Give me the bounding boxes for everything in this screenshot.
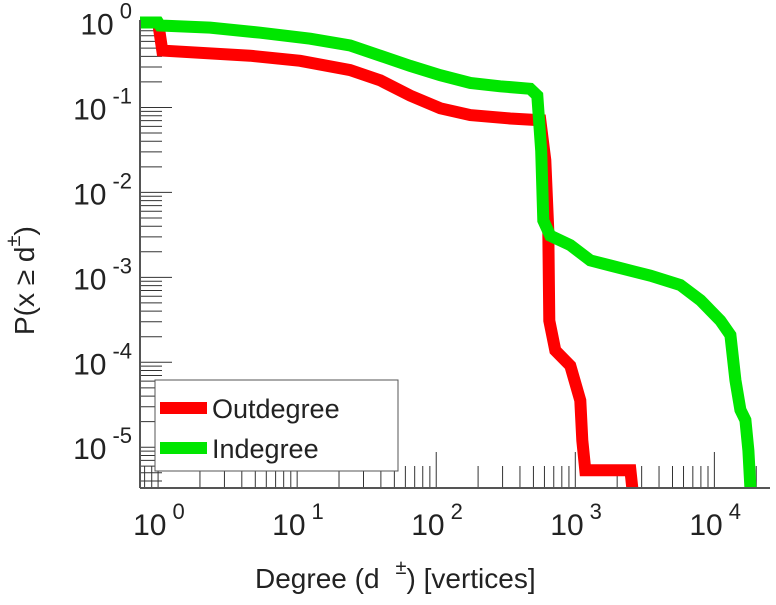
y-tick-label: 10 -1 xyxy=(73,83,132,126)
tick-labels: 10 0 10 1 10 2 10 3 10 4 10 0 10 -1 10 -2 10 -3 10 -4 10 -5 xyxy=(73,0,741,542)
axes xyxy=(139,20,770,489)
x-tick-label: 10 4 xyxy=(689,499,741,542)
x-tick-label: 10 3 xyxy=(550,499,602,542)
legend-label-indegree: Indegree xyxy=(212,434,319,464)
series-line-indegree xyxy=(140,16,757,489)
series-lines xyxy=(140,16,757,489)
legend: Outdegree Indegree xyxy=(154,379,399,472)
x-tick-label: 10 0 xyxy=(133,499,185,542)
x-tick-label: 10 2 xyxy=(411,499,463,542)
y-tick-label: 10 0 xyxy=(80,0,132,42)
y-tick-label: 10 -5 xyxy=(73,423,132,466)
legend-label-outdegree: Outdegree xyxy=(212,394,340,424)
legend-box xyxy=(154,379,399,472)
y-tick-label: 10 -2 xyxy=(73,168,132,211)
axis-ticks xyxy=(140,22,757,488)
x-tick-label: 10 1 xyxy=(272,499,324,542)
x-axis-label: Degree (d ±) [vertices] xyxy=(255,557,536,594)
y-tick-label: 10 -4 xyxy=(73,338,132,381)
y-axis-label: P(x ≥ d±) xyxy=(3,226,40,335)
y-tick-label: 10 -3 xyxy=(73,253,132,296)
